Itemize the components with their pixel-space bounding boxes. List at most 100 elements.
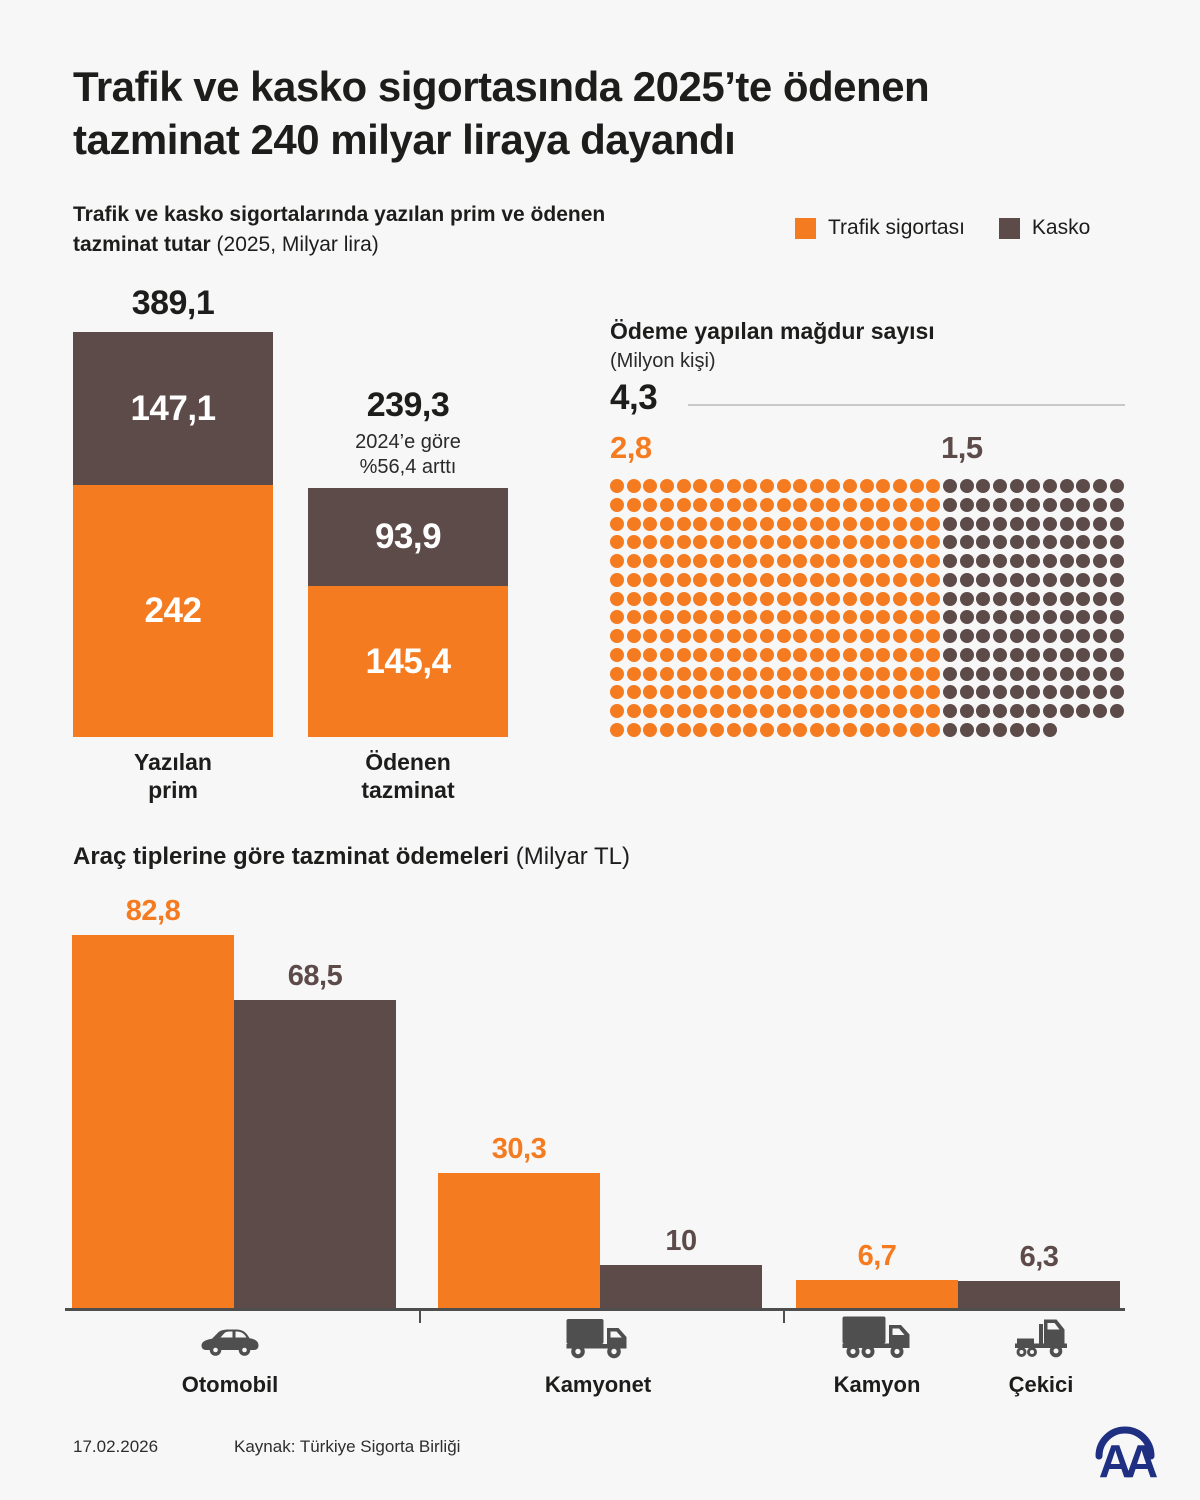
kasko-dot <box>1026 704 1040 718</box>
trafik-dot <box>610 667 624 681</box>
trafik-dot <box>710 667 724 681</box>
kasko-dot <box>1076 535 1090 549</box>
trafik-dot <box>860 592 874 606</box>
trafik-dot <box>910 479 924 493</box>
caption-line: Ödenen <box>365 749 451 775</box>
kasko-dot <box>1010 629 1024 643</box>
kasko-dot <box>1010 554 1024 568</box>
trafik-dot <box>627 573 641 587</box>
trafik-dot <box>860 629 874 643</box>
trafik-dot <box>710 535 724 549</box>
trafik-dot <box>627 535 641 549</box>
trafik-dot <box>810 592 824 606</box>
trafik-dot <box>693 592 707 606</box>
trafik-dot <box>660 629 674 643</box>
trafik-value-label: 145,4 <box>365 641 451 681</box>
kasko-dot <box>960 629 974 643</box>
trafik-dot <box>777 704 791 718</box>
kasko-dot <box>1026 573 1040 587</box>
trafik-dot <box>660 704 674 718</box>
trafik-dot <box>910 517 924 531</box>
trafik-dot <box>893 479 907 493</box>
trafik-dot <box>793 479 807 493</box>
kasko-dot <box>943 610 957 624</box>
trafik-dot <box>793 648 807 662</box>
box-truck-icon <box>565 1316 631 1362</box>
trafik-dot <box>760 573 774 587</box>
trafik-dot <box>876 573 890 587</box>
kasko-dot <box>1043 610 1057 624</box>
kasko-dot <box>1093 479 1107 493</box>
vehicle-bar-otomobil <box>72 935 234 1310</box>
kasko-dot <box>1010 723 1024 737</box>
trafik-dot <box>760 704 774 718</box>
trafik-dot <box>610 517 624 531</box>
trafik-dot <box>826 648 840 662</box>
kasko-dot <box>943 648 957 662</box>
kasko-dot <box>1110 517 1124 531</box>
kasko-dot <box>1043 573 1057 587</box>
trafik-dot <box>643 648 657 662</box>
kasko-segment: 147,1 <box>73 332 273 485</box>
trafik-dot <box>777 723 791 737</box>
trafik-dot <box>777 554 791 568</box>
trafik-dot <box>910 648 924 662</box>
trafik-dot <box>876 592 890 606</box>
trafik-dot <box>643 479 657 493</box>
kasko-color-swatch <box>998 217 1020 239</box>
trafik-dot <box>910 592 924 606</box>
vehicle-chart-title-bold: Araç tiplerine göre tazminat ödemeleri <box>73 843 510 870</box>
kasko-dot <box>993 667 1007 681</box>
trafik-dot <box>777 592 791 606</box>
trafik-dot <box>693 629 707 643</box>
trafik-dot <box>743 723 757 737</box>
trafik-dot <box>660 723 674 737</box>
trafik-value-label: 242 <box>144 591 202 630</box>
kasko-dot <box>943 723 957 737</box>
trafik-dot <box>660 610 674 624</box>
trafik-dot <box>793 629 807 643</box>
kasko-dot <box>1093 629 1107 643</box>
trafik-dot <box>793 517 807 531</box>
trafik-dot <box>893 610 907 624</box>
trafik-dot <box>810 517 824 531</box>
trafik-dot <box>610 685 624 699</box>
stacked-bar: 93,9 145,4 <box>308 488 508 737</box>
legend-item-kasko: Kasko <box>998 216 1090 240</box>
kasko-dot <box>1043 704 1057 718</box>
trafik-dot <box>677 723 691 737</box>
bar-value-label: 6,3 <box>1019 1241 1059 1273</box>
trafik-dot <box>743 498 757 512</box>
kasko-dot <box>1110 629 1124 643</box>
kasko-dot <box>976 498 990 512</box>
trafik-dot <box>810 648 824 662</box>
trafik-dot <box>727 667 741 681</box>
trafik-dot <box>876 667 890 681</box>
trafik-dot <box>643 629 657 643</box>
trafik-dot <box>843 610 857 624</box>
kasko-dot <box>1060 685 1074 699</box>
bar-total-label: 239,3 <box>366 386 450 424</box>
trafik-dot <box>710 592 724 606</box>
kasko-dot <box>976 554 990 568</box>
trafik-dot <box>643 723 657 737</box>
vehicle-bar-kamyon <box>796 1280 958 1310</box>
trafik-dot <box>926 554 940 568</box>
trafik-dot <box>677 648 691 662</box>
kasko-dot <box>960 667 974 681</box>
trafik-dot <box>910 573 924 587</box>
kasko-dot <box>993 554 1007 568</box>
footer-date: 17.02.2026 <box>73 1437 159 1456</box>
kasko-value-label: 93,9 <box>374 517 442 556</box>
trafik-dot <box>893 685 907 699</box>
kasko-dot <box>1110 667 1124 681</box>
kasko-dot <box>1110 704 1124 718</box>
trafik-dot <box>743 479 757 493</box>
trafik-dot <box>926 498 940 512</box>
trafik-dot <box>910 629 924 643</box>
kasko-dot <box>1076 498 1090 512</box>
trafik-dot <box>876 610 890 624</box>
kasko-dot <box>1110 685 1124 699</box>
trafik-dot <box>876 629 890 643</box>
kasko-dot <box>1093 498 1107 512</box>
